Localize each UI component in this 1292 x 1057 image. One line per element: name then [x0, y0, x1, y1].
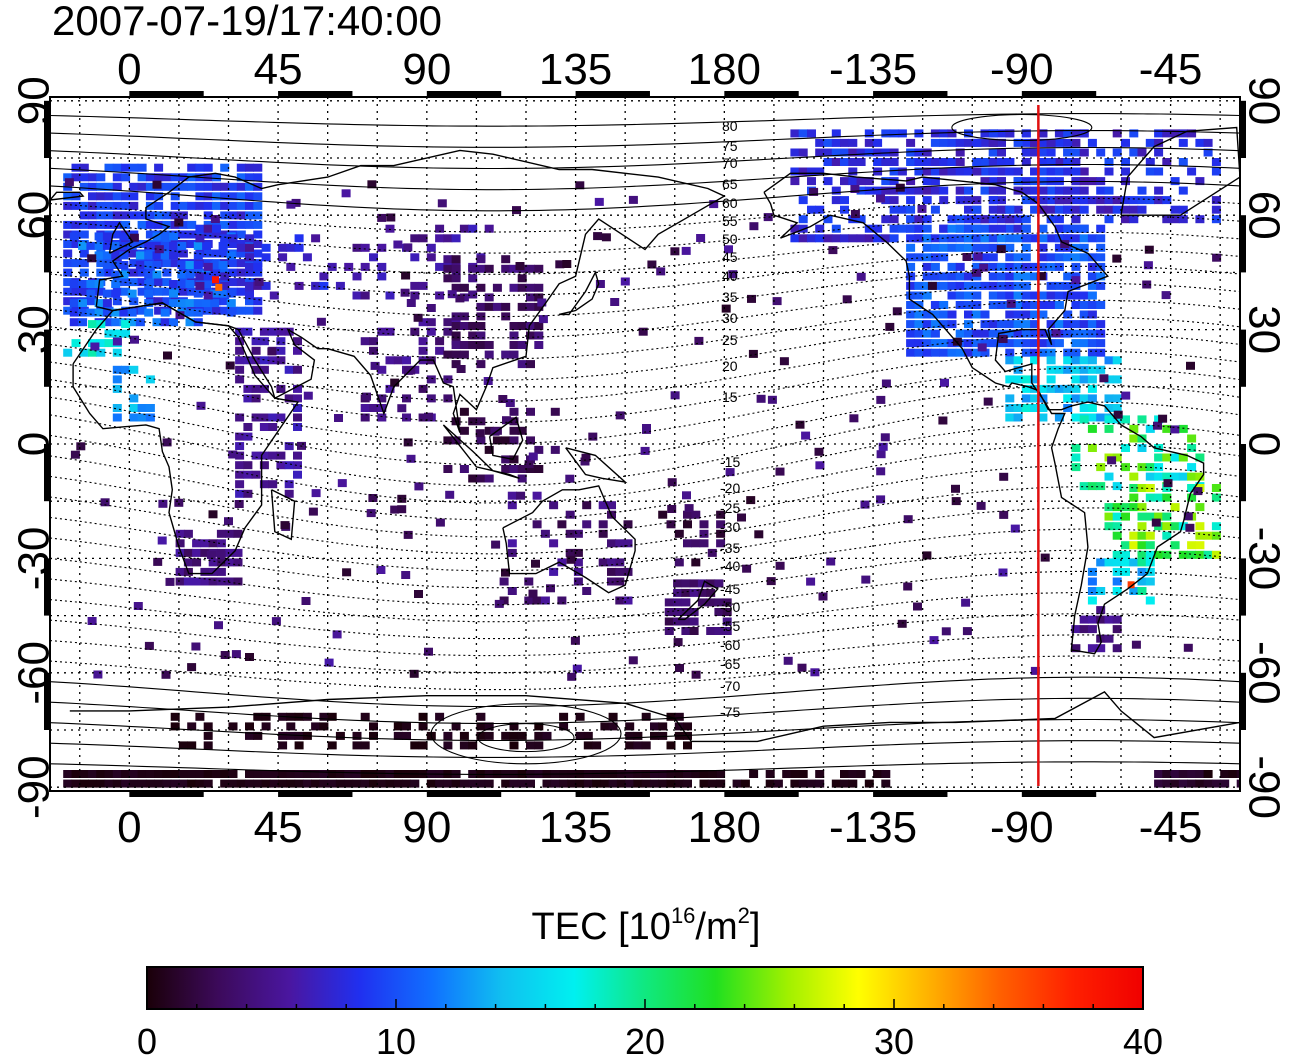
mag-label-north-7: 45 — [722, 249, 738, 265]
x-tick-bottom-2: 90 — [402, 803, 451, 852]
y-tick-left-6: -90 — [10, 755, 59, 819]
y-tick-right-2: 30 — [1240, 305, 1289, 354]
lat-lon-grid — [50, 97, 1240, 791]
mag-label-south-11: -70 — [720, 678, 740, 694]
y-tick-right-0: 90 — [1240, 76, 1289, 125]
tec-data-layer — [63, 129, 1240, 788]
mag-label-north-2: 70 — [722, 155, 738, 171]
mag-label-north-6: 50 — [722, 231, 738, 247]
x-tick-top-3: 135 — [539, 45, 612, 94]
coastlines — [50, 126, 1240, 743]
coastline-6 — [558, 270, 600, 316]
y-tick-left-2: 30 — [10, 305, 59, 354]
coastline-9 — [565, 447, 628, 484]
y-tick-right-6: -90 — [1240, 755, 1289, 819]
y-tick-right-1: 60 — [1240, 191, 1289, 240]
mag-label-south-2: -25 — [720, 500, 740, 516]
axis-tick-labels: 0045459090135135180180-135-135-90-90-45-… — [10, 45, 1289, 852]
mag-label-north-10: 30 — [722, 310, 738, 326]
mag-label-south-7: -50 — [720, 599, 740, 615]
coastline-8 — [488, 416, 524, 461]
mag-label-south-1: -20 — [720, 480, 740, 496]
mag-label-north-13: 15 — [722, 389, 738, 405]
colorbar-tick-1: 10 — [376, 1021, 416, 1057]
x-tick-top-6: -90 — [990, 45, 1054, 94]
coastline-0 — [95, 149, 726, 433]
coastline-7 — [442, 424, 520, 479]
colorbar: 0 10 20 30 40 — [137, 966, 1163, 1057]
colorbar-tick-3: 30 — [874, 1021, 914, 1057]
y-tick-left-0: 90 — [10, 76, 59, 125]
coastline-3 — [763, 172, 1205, 655]
plot-title: 2007-07-19/17:40:00 — [52, 0, 442, 44]
coastline-10 — [677, 580, 719, 621]
y-tick-left-1: 60 — [10, 191, 59, 240]
x-tick-bottom-7: -45 — [1139, 803, 1203, 852]
y-tick-right-3: 0 — [1240, 432, 1289, 456]
mag-label-south-4: -35 — [720, 540, 740, 556]
y-tick-left-4: -30 — [10, 527, 59, 591]
x-tick-bottom-5: -135 — [829, 803, 917, 852]
mag-label-south-8: -55 — [720, 618, 740, 634]
coastline-1 — [72, 302, 300, 575]
x-tick-top-4: 180 — [688, 45, 761, 94]
y-tick-left-5: -60 — [10, 641, 59, 705]
mag-label-south-6: -45 — [720, 581, 740, 597]
y-tick-left-3: 0 — [10, 432, 59, 456]
colorbar-tick-0: 0 — [137, 1021, 157, 1057]
coastline-4 — [1120, 126, 1240, 216]
x-tick-top-7: -45 — [1139, 45, 1203, 94]
map-frame — [44, 91, 1246, 797]
x-tick-top-2: 90 — [402, 45, 451, 94]
mag-label-south-10: -65 — [720, 656, 740, 672]
mag-label-north-9: 35 — [722, 289, 738, 305]
coastline-13 — [50, 191, 85, 201]
magnetic-latitude-contours — [50, 113, 1240, 775]
x-tick-top-1: 45 — [254, 45, 303, 94]
mag-label-north-11: 25 — [722, 332, 738, 348]
x-tick-bottom-6: -90 — [990, 803, 1054, 852]
x-tick-top-5: -135 — [829, 45, 917, 94]
mag-label-north-12: 20 — [722, 358, 738, 374]
x-tick-top-0: 0 — [117, 45, 141, 94]
mag-label-south-3: -30 — [720, 519, 740, 535]
coastline-12 — [270, 489, 296, 541]
x-tick-bottom-0: 0 — [117, 803, 141, 852]
mag-label-south-9: -60 — [720, 637, 740, 653]
mag-label-north-4: 60 — [722, 195, 738, 211]
mag-label-north-8: 40 — [722, 268, 738, 284]
y-tick-right-4: -30 — [1240, 527, 1289, 591]
mag-label-north-1: 75 — [722, 138, 738, 154]
mag-label-south-12: -75 — [720, 704, 740, 720]
x-tick-bottom-4: 180 — [688, 803, 761, 852]
colorbar-tick-2: 20 — [625, 1021, 665, 1057]
mag-label-south-0: -15 — [720, 454, 740, 470]
mag-label-south-5: -40 — [720, 558, 740, 574]
mag-label-north-5: 55 — [722, 213, 738, 229]
colorbar-label: TEC [1016/m2] — [531, 903, 761, 949]
x-tick-bottom-1: 45 — [254, 803, 303, 852]
colorbar-tick-4: 40 — [1123, 1021, 1163, 1057]
y-tick-right-5: -60 — [1240, 641, 1289, 705]
mag-label-north-0: 80 — [722, 118, 738, 134]
mag-label-north-3: 65 — [722, 176, 738, 192]
coastline-2 — [502, 485, 636, 594]
x-tick-bottom-3: 135 — [539, 803, 612, 852]
